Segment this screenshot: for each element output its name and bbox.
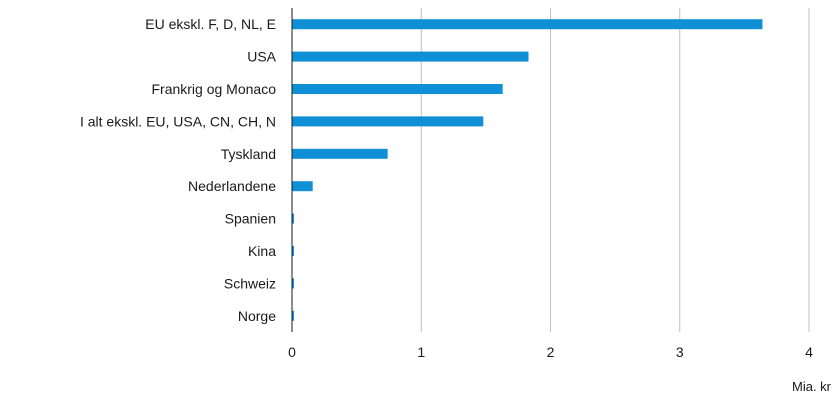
category-label-1: EU ekskl. F, D, NL, E bbox=[145, 16, 276, 32]
bar-2 bbox=[292, 51, 529, 62]
bar-8 bbox=[292, 246, 294, 256]
category-label-10: Norge bbox=[238, 308, 276, 324]
bar-1 bbox=[292, 19, 763, 30]
bar-9 bbox=[292, 278, 294, 289]
category-label-6: Nederlandene bbox=[188, 178, 276, 194]
bar-6 bbox=[292, 181, 313, 192]
gridlines bbox=[420, 8, 810, 332]
x-tick-label-1: 1 bbox=[417, 344, 425, 360]
x-tick-labels: 0 1 2 3 4 bbox=[288, 344, 813, 360]
bar-10 bbox=[292, 310, 294, 321]
x-tick-label-0: 0 bbox=[288, 344, 296, 360]
category-label-5: Tyskland bbox=[221, 146, 276, 162]
category-labels: EU ekskl. F, D, NL, E USA Frankrig og Mona… bbox=[80, 16, 277, 324]
x-tick-label-4: 4 bbox=[805, 344, 813, 360]
bar-4 bbox=[292, 116, 484, 127]
bars bbox=[292, 19, 763, 321]
x-tick-label-3: 3 bbox=[676, 344, 684, 360]
x-tick-label-2: 2 bbox=[547, 344, 555, 360]
bar-5 bbox=[292, 148, 388, 159]
bar-7 bbox=[292, 213, 294, 224]
bar-3 bbox=[292, 84, 503, 94]
category-label-7: Spanien bbox=[225, 211, 276, 227]
category-label-8: Kina bbox=[248, 243, 276, 259]
category-label-9: Schweiz bbox=[224, 275, 276, 291]
x-axis-unit-label: Mia. kr bbox=[792, 379, 832, 394]
category-label-3: Frankrig og Monaco bbox=[151, 81, 276, 97]
category-label-4: I alt ekskl. EU, USA, CN, CH, N bbox=[80, 113, 276, 129]
category-label-2: USA bbox=[247, 49, 276, 65]
